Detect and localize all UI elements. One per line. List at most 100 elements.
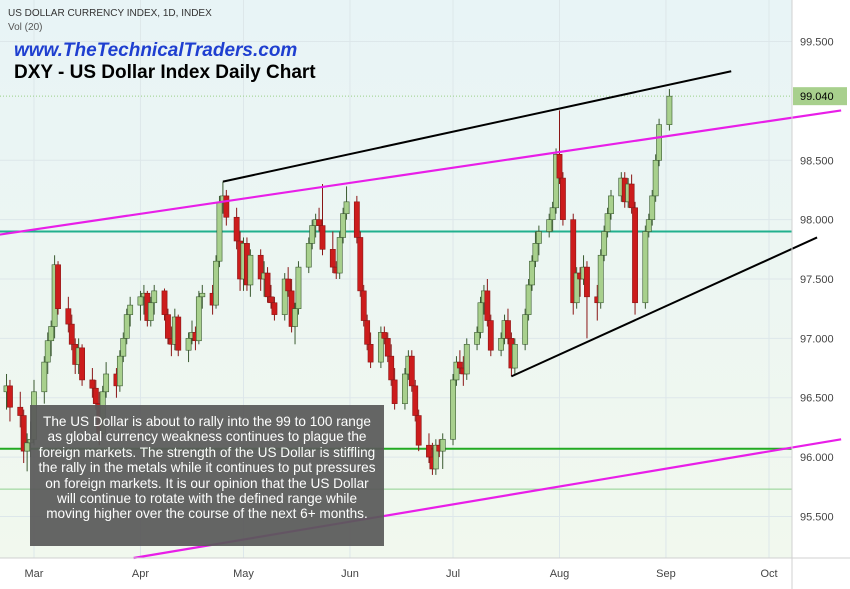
candle (628, 174, 635, 214)
candle-body-down (556, 154, 563, 179)
candle-body-down (367, 343, 374, 363)
y-tick-label: 98.500 (800, 155, 834, 167)
y-tick-label: 97.500 (800, 274, 834, 286)
candle (79, 344, 85, 386)
candle-body-up (340, 213, 347, 238)
candle (295, 261, 302, 315)
candle (601, 225, 608, 262)
candle-body-down (360, 290, 367, 321)
candle (316, 207, 322, 232)
candle-body-up (439, 438, 446, 452)
candle-body-up (477, 302, 484, 333)
candle (553, 148, 559, 214)
candle-body-down (92, 387, 99, 404)
candle-body-down (584, 266, 590, 298)
candle (573, 267, 580, 309)
candle-body-up (305, 243, 312, 268)
candle-body-down (285, 278, 292, 292)
candle (185, 332, 192, 363)
candle-body-up (498, 338, 505, 351)
candle (305, 237, 312, 274)
candle (377, 326, 384, 369)
candle-body-up (463, 343, 470, 375)
candle (487, 314, 494, 357)
candle-body-up (41, 361, 48, 393)
y-tick-label: 98.000 (800, 215, 834, 227)
candle (408, 350, 415, 392)
candle (161, 288, 168, 321)
candle-body-down (175, 316, 182, 351)
candle (264, 267, 271, 303)
candle (453, 356, 460, 386)
candle (292, 302, 298, 345)
candle (450, 373, 456, 446)
candle-body-up (48, 326, 55, 342)
candle-body-down (412, 385, 419, 416)
x-month-label: Jun (341, 568, 359, 580)
candle (216, 195, 223, 268)
candle (257, 249, 264, 291)
candle (223, 189, 230, 226)
candle-body-up (601, 231, 608, 256)
candle-body-down (353, 201, 360, 238)
candle-body-up (402, 373, 408, 404)
candle-body-down (89, 379, 96, 389)
candle-body-up (292, 308, 298, 327)
candle-body-up (450, 379, 456, 440)
y-tick-label: 96.000 (800, 452, 834, 464)
candle (309, 219, 316, 250)
candle (456, 350, 463, 374)
candle-body-up (151, 290, 158, 304)
candle-body-up (649, 195, 656, 220)
x-month-label: Aug (550, 568, 570, 580)
candle (463, 338, 470, 380)
candle (65, 296, 72, 333)
candle-body-down (456, 361, 463, 369)
candle (535, 225, 542, 256)
last-price-label: 99.040 (800, 91, 834, 103)
candle (7, 379, 13, 422)
candle-body-up (553, 154, 559, 209)
candle (546, 213, 553, 238)
candle-body-down (223, 195, 230, 218)
candle (597, 249, 604, 309)
candle (560, 172, 566, 226)
candle-body-up (137, 296, 144, 306)
candle-body-down (271, 302, 278, 315)
candle-body-up (120, 338, 127, 357)
candle-body-up (525, 284, 532, 315)
candle (151, 284, 158, 315)
candle-body-up (546, 219, 553, 232)
candle (642, 225, 649, 309)
candle-body-up (199, 292, 206, 298)
candle (17, 391, 24, 428)
channel-upper-trendline (0, 109, 842, 236)
candle (165, 308, 171, 345)
candle-body-down (415, 415, 422, 446)
candle (529, 255, 535, 291)
candle-body-up (216, 201, 223, 262)
x-month-label: Mar (25, 568, 44, 580)
candle-body-up (666, 95, 673, 125)
website-title: www.TheTechnicalTraders.com (14, 40, 298, 61)
candle-body-up (213, 260, 219, 306)
candle-body-down (560, 177, 566, 220)
candle (340, 207, 347, 244)
candle-body-up (116, 355, 123, 387)
candle-body-down (384, 338, 391, 357)
candle (329, 231, 336, 274)
candle (44, 332, 51, 374)
candle (415, 409, 422, 452)
candle (360, 284, 367, 327)
candle (353, 195, 360, 244)
candle (402, 368, 408, 410)
candle (92, 379, 99, 410)
candle-body-up (656, 124, 662, 161)
candle (556, 110, 563, 185)
candle-body-up (343, 201, 350, 215)
candle-body-up (127, 304, 134, 315)
volume-label: Vol (20) (8, 22, 43, 33)
candle-body-up (309, 225, 316, 244)
candle-body-up (529, 260, 535, 286)
candle (147, 296, 154, 327)
